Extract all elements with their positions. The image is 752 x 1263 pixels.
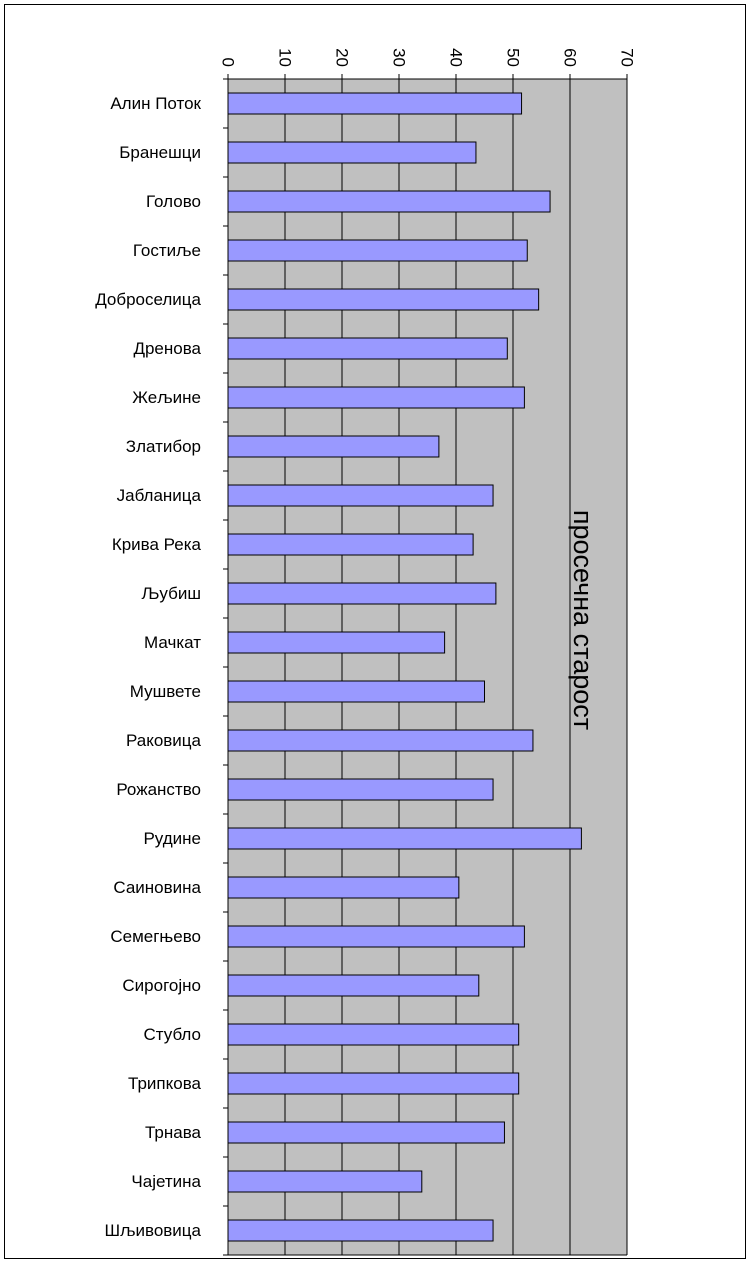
value-axis-title: просечна старост <box>568 510 598 730</box>
category-label: Алин Поток <box>110 94 201 113</box>
tick-label: 20 <box>333 48 352 67</box>
bar <box>227 337 508 360</box>
category-label: Чајетина <box>131 1172 201 1191</box>
category-label: Крива Река <box>112 535 202 554</box>
bar <box>227 1023 520 1046</box>
category-label: Доброселица <box>95 290 201 309</box>
tick-label: 50 <box>504 48 523 67</box>
bar <box>227 141 477 164</box>
category-label: Љубиш <box>141 584 201 603</box>
category-label: Бранешци <box>119 143 201 162</box>
category-labels: Алин Поток Бранешци Голово Гостиље Добросели… <box>95 94 201 1240</box>
category-label: Сирогојно <box>122 976 201 995</box>
category-label: Рожанство <box>116 780 201 799</box>
category-label: Шљивовица <box>105 1221 202 1240</box>
category-label: Рудине <box>143 829 201 848</box>
category-label: Златибор <box>126 437 201 456</box>
tick-label: 40 <box>447 48 466 67</box>
category-label: Мачкат <box>144 633 201 652</box>
category-label: Дренова <box>133 339 201 358</box>
bar <box>227 1219 494 1242</box>
tick-label: 0 <box>219 58 238 67</box>
category-label: Гостиље <box>133 241 201 260</box>
axes <box>223 74 628 1256</box>
bar <box>227 582 497 605</box>
tick-labels: 0 10 20 30 40 50 60 70 <box>219 48 637 67</box>
bar <box>227 974 480 997</box>
bar <box>227 533 474 556</box>
bar <box>227 239 528 262</box>
bar <box>227 778 494 801</box>
category-label: Стубло <box>144 1025 201 1044</box>
bar <box>227 435 440 458</box>
bar <box>227 1072 520 1095</box>
tick-label: 30 <box>390 48 409 67</box>
category-label: Раковица <box>126 731 202 750</box>
bar <box>227 729 534 752</box>
bar <box>227 484 494 507</box>
category-label: Трипкова <box>128 1074 202 1093</box>
category-label: Мушвете <box>130 682 201 701</box>
bar <box>227 680 485 703</box>
tick-label: 10 <box>276 48 295 67</box>
bar <box>227 631 446 654</box>
tick-label: 60 <box>561 48 580 67</box>
category-label: Голово <box>146 192 201 211</box>
bar <box>227 876 460 899</box>
category-label: Саиновина <box>113 878 201 897</box>
category-label: Семегњево <box>110 927 201 946</box>
bar-chart: 0 10 20 30 40 50 60 70 Алин Поток Бранешци Голово… <box>95 48 637 1256</box>
category-label: Трнава <box>145 1123 202 1142</box>
bar <box>227 925 525 948</box>
category-label: Жељине <box>132 388 201 407</box>
bar <box>227 386 525 409</box>
bars <box>227 92 582 1242</box>
plot-area <box>228 79 627 1255</box>
bar <box>227 288 540 311</box>
bar <box>227 1170 423 1193</box>
bar <box>227 1121 505 1144</box>
bar <box>227 827 582 850</box>
bar <box>227 190 551 213</box>
bar <box>227 92 523 115</box>
chart-frame: 0 10 20 30 40 50 60 70 Алин Поток Бранешци Голово… <box>4 4 746 1259</box>
category-label: Јабланица <box>117 486 202 505</box>
tick-label: 70 <box>618 48 637 67</box>
